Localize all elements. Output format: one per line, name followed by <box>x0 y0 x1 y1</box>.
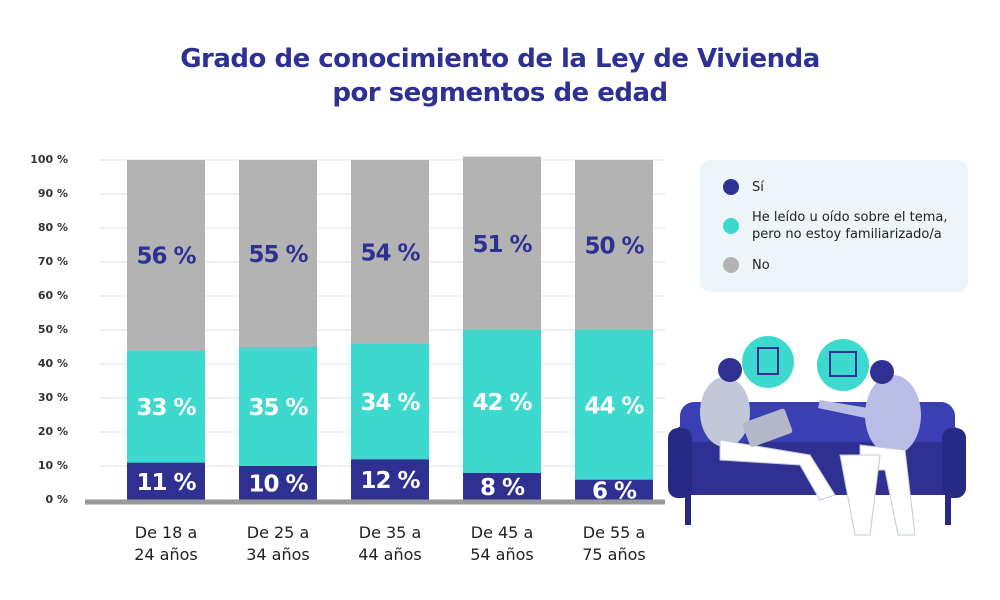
bar-segment <box>127 462 205 500</box>
legend-label: Sí <box>752 179 764 195</box>
bar-segment <box>239 347 317 466</box>
value-label: 51 % <box>472 232 532 258</box>
value-label: 34 % <box>360 390 420 416</box>
value-label: 42 % <box>472 390 532 416</box>
bar-segment <box>575 330 653 480</box>
y-tick-label: 90 % <box>38 187 68 200</box>
y-tick-label: 20 % <box>38 425 68 438</box>
bar-segment <box>575 479 653 500</box>
illustration <box>668 336 966 536</box>
x-tick-label: De 35 a 44 años <box>358 523 422 564</box>
y-tick-label: 40 % <box>38 357 68 370</box>
value-label: 8 % <box>480 475 525 501</box>
bar-segment <box>239 160 317 347</box>
x-tick-label: De 55 a 75 años <box>582 523 646 564</box>
legend-marker <box>723 179 739 195</box>
value-label: 55 % <box>248 242 308 268</box>
legend-box <box>700 160 968 292</box>
value-label: 33 % <box>136 395 196 421</box>
legend-label: He leído u oído sobre el tema, pero no e… <box>752 210 948 242</box>
value-label: 56 % <box>136 244 196 270</box>
y-tick-label: 50 % <box>38 323 68 336</box>
value-label: 54 % <box>360 240 420 266</box>
bar-segment <box>463 330 541 473</box>
bar-segment <box>127 160 205 351</box>
legend-marker <box>723 257 739 273</box>
bar-segment <box>351 160 429 344</box>
y-tick-label: 70 % <box>38 255 68 268</box>
y-tick-label: 100 % <box>30 153 68 166</box>
y-tick-label: 60 % <box>38 289 68 302</box>
bar-segment <box>463 156 541 330</box>
bar-segment <box>239 466 317 500</box>
value-label: 44 % <box>584 393 644 419</box>
bar-segment <box>463 472 541 500</box>
value-label: 12 % <box>360 468 420 494</box>
y-tick-label: 80 % <box>38 221 68 234</box>
x-tick-label: De 18 a 24 años <box>134 523 198 564</box>
value-label: 50 % <box>584 234 644 260</box>
y-tick-label: 0 % <box>45 493 68 506</box>
bar-segment <box>351 343 429 460</box>
legend-marker <box>723 218 739 234</box>
y-tick-label: 10 % <box>38 459 68 472</box>
bar-segment <box>351 459 429 500</box>
chart-title: Grado de conocimiento de la Ley de Vivie… <box>180 44 820 108</box>
value-label: 10 % <box>248 472 308 498</box>
value-label: 11 % <box>136 470 196 496</box>
legend-label: No <box>752 257 770 273</box>
x-tick-label: De 25 a 34 años <box>246 523 310 564</box>
bar-segment <box>127 350 205 463</box>
y-tick-label: 30 % <box>38 391 68 404</box>
x-tick-label: De 45 a 54 años <box>470 523 534 564</box>
value-label: 35 % <box>248 395 308 421</box>
bar-segment <box>575 160 653 330</box>
